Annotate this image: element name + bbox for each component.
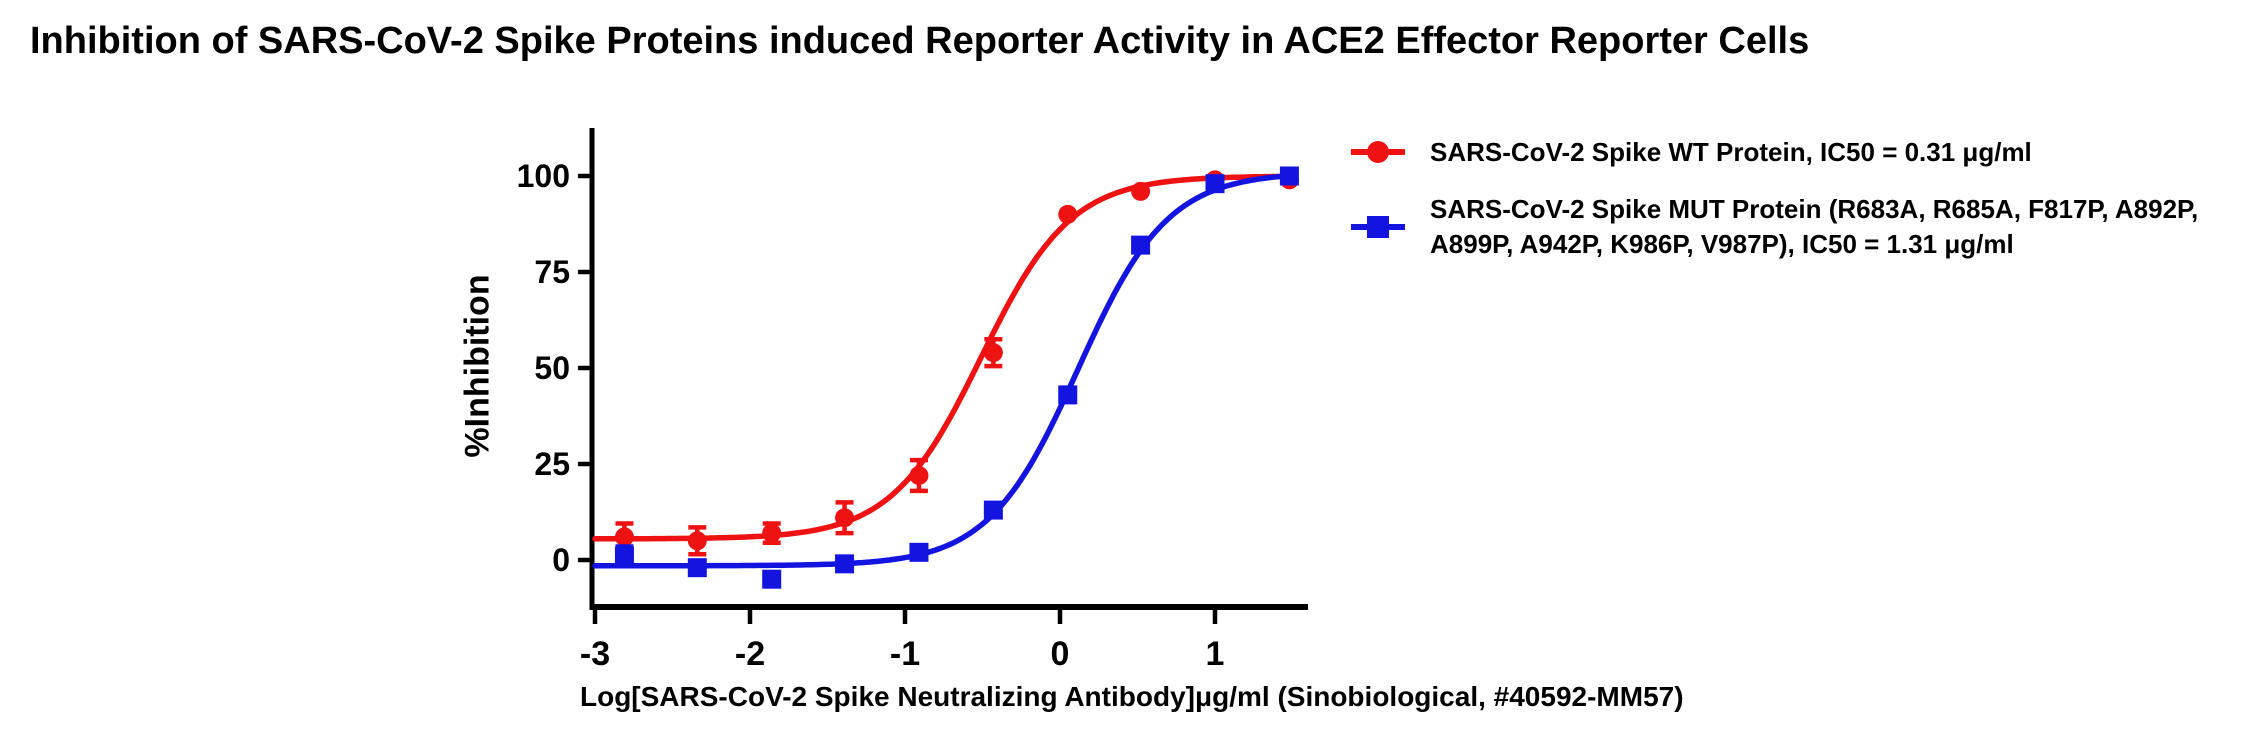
wt-data-point bbox=[983, 343, 1003, 363]
wt-data-point bbox=[1131, 181, 1151, 201]
wt-legend-circle bbox=[1367, 141, 1389, 163]
chart-title: Inhibition of SARS-CoV-2 Spike Proteins … bbox=[30, 20, 1810, 62]
legend-label-wt: SARS-CoV-2 Spike WT Protein, IC50 = 0.31… bbox=[1430, 135, 2032, 170]
x-axis-title: Log[SARS-CoV-2 Spike Neutralizing Antibo… bbox=[580, 681, 1684, 712]
legend-entry-mut: SARS-CoV-2 Spike MUT Protein (R683A, R68… bbox=[1350, 192, 2198, 262]
mut-fit-curve bbox=[592, 172, 1296, 569]
mut-data-point bbox=[762, 569, 782, 589]
y-tick-label: 75 bbox=[534, 254, 570, 290]
mut-data-point bbox=[614, 546, 634, 566]
wt-data-point bbox=[687, 531, 707, 551]
mut-data-point bbox=[835, 554, 855, 574]
mut-data-point bbox=[687, 558, 707, 578]
mut-data-point bbox=[983, 500, 1003, 520]
mut-legend-square bbox=[1367, 216, 1389, 238]
y-tick-label: 0 bbox=[552, 542, 570, 578]
legend-label-wt-line1: SARS-CoV-2 Spike WT Protein, IC50 = 0.31… bbox=[1430, 136, 2032, 167]
mut-data-point bbox=[1058, 385, 1078, 405]
wt-data-point bbox=[1058, 204, 1078, 224]
mut-data-point bbox=[909, 542, 929, 562]
legend-label-mut: SARS-CoV-2 Spike MUT Protein (R683A, R68… bbox=[1430, 192, 2198, 262]
y-tick-label: 25 bbox=[534, 446, 570, 482]
mut-data-point bbox=[1205, 174, 1225, 194]
mut-data-point bbox=[1279, 166, 1299, 186]
x-tick-label: -2 bbox=[735, 635, 765, 673]
legend-label-mut-line1: SARS-CoV-2 Spike MUT Protein (R683A, R68… bbox=[1430, 194, 2199, 224]
wt-fit-curve bbox=[592, 173, 1296, 542]
wt-data-point bbox=[909, 466, 929, 486]
x-tick-label: 1 bbox=[1206, 635, 1225, 673]
wt-data-point bbox=[614, 527, 634, 547]
y-axis-title: %Inhibition bbox=[458, 274, 497, 458]
legend-entry-wt: SARS-CoV-2 Spike WT Protein, IC50 = 0.31… bbox=[1350, 132, 2032, 172]
x-tick-label: 0 bbox=[1051, 635, 1070, 673]
wt-data-point bbox=[835, 508, 855, 528]
legend-label-mut-line2: A899P, A942P, K986P, V987P), IC50 = 1.31… bbox=[1430, 229, 2014, 259]
mut-series-marker-icon bbox=[1351, 216, 1405, 238]
y-tick-label: 100 bbox=[517, 158, 570, 194]
mut-data-point bbox=[1131, 235, 1151, 255]
x-tick-label: -1 bbox=[890, 635, 920, 673]
y-tick-label: 50 bbox=[534, 350, 570, 386]
wt-data-point bbox=[762, 523, 782, 543]
x-tick-label: -3 bbox=[580, 635, 610, 673]
wt-series-marker-icon bbox=[1351, 141, 1405, 163]
